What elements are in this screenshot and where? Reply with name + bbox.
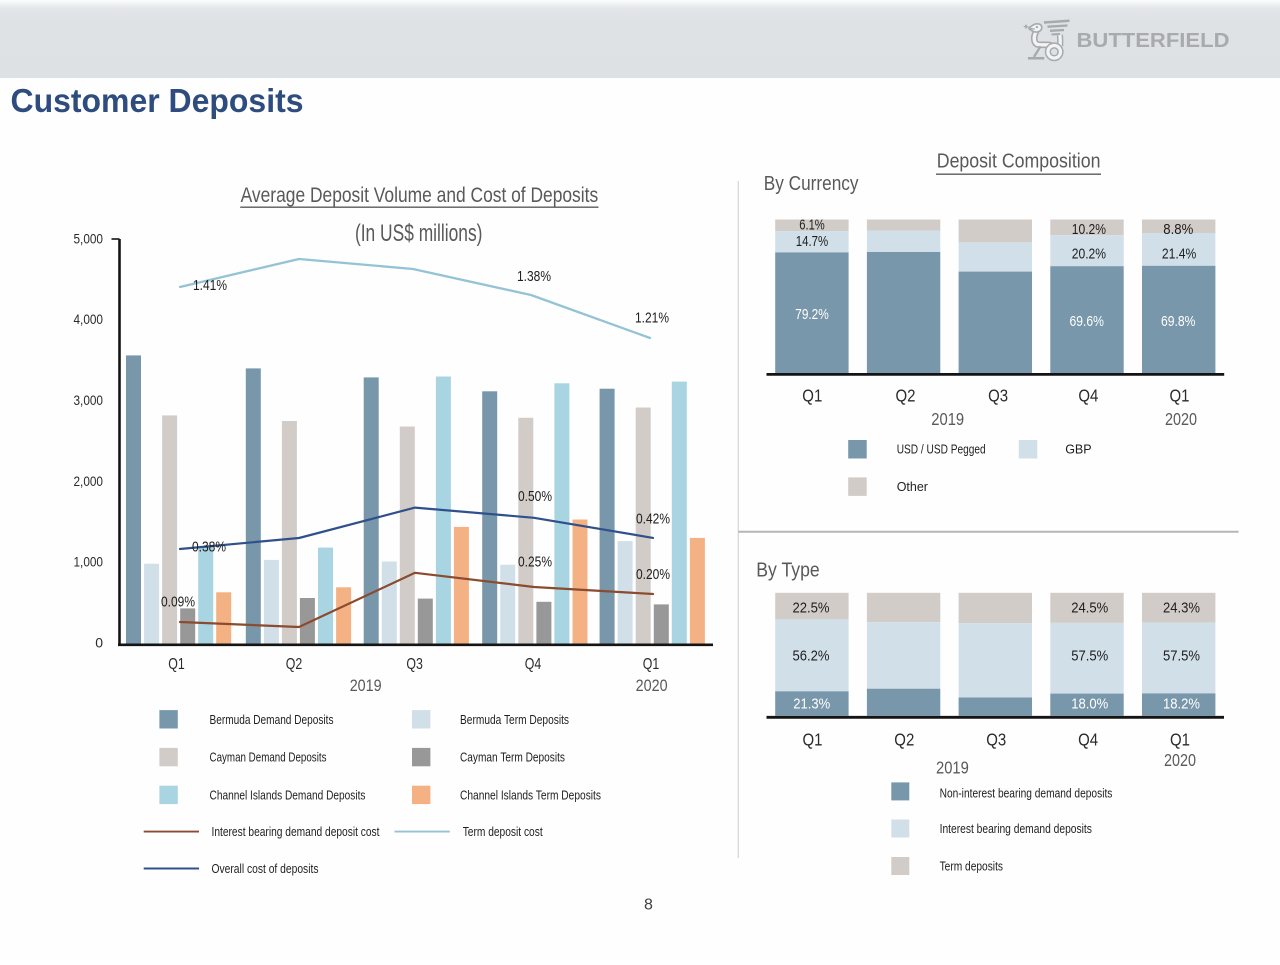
svg-text:Non-interest bearing demand de: Non-interest bearing demand deposits <box>940 787 1113 801</box>
svg-text:2020: 2020 <box>1165 409 1197 429</box>
svg-text:Interest bearing demand deposi: Interest bearing demand deposits <box>940 822 1092 836</box>
svg-text:1.41%: 1.41% <box>193 277 227 294</box>
svg-text:USD / USD Pegged: USD / USD Pegged <box>897 443 986 457</box>
svg-text:Q1: Q1 <box>803 729 823 749</box>
svg-text:57.5%: 57.5% <box>1071 648 1108 665</box>
svg-text:8: 8 <box>644 896 653 913</box>
svg-text:Q3: Q3 <box>406 656 423 673</box>
svg-text:Average Deposit Volume and Cos: Average Deposit Volume and Cost of Depos… <box>241 184 599 207</box>
svg-text:By Type: By Type <box>756 560 819 582</box>
svg-text:22.5%: 22.5% <box>793 599 830 616</box>
svg-text:Q1: Q1 <box>1170 386 1190 406</box>
svg-text:Cayman Demand Deposits: Cayman Demand Deposits <box>210 751 327 765</box>
svg-text:Customer Deposits: Customer Deposits <box>11 82 304 119</box>
svg-text:Q2: Q2 <box>894 729 914 749</box>
svg-text:BUTTERFIELD: BUTTERFIELD <box>1077 29 1230 52</box>
svg-text:0.25%: 0.25% <box>518 554 552 571</box>
svg-text:0.20%: 0.20% <box>636 566 670 583</box>
svg-text:24.5%: 24.5% <box>1071 599 1108 616</box>
svg-text:4,000: 4,000 <box>74 311 104 327</box>
svg-text:1.21%: 1.21% <box>635 310 669 327</box>
svg-text:2020: 2020 <box>636 676 668 695</box>
svg-text:Cayman Term Deposits: Cayman Term Deposits <box>460 751 565 765</box>
svg-text:(In US$ millions): (In US$ millions) <box>355 220 483 247</box>
svg-text:0.42%: 0.42% <box>636 511 670 528</box>
svg-text:0.38%: 0.38% <box>192 539 226 556</box>
svg-text:GBP: GBP <box>1065 443 1091 457</box>
svg-text:21.3%: 21.3% <box>793 695 830 712</box>
svg-text:Other: Other <box>897 480 928 494</box>
svg-text:Q1: Q1 <box>168 656 185 673</box>
svg-text:Term deposit cost: Term deposit cost <box>463 825 543 839</box>
svg-text:By Currency: By Currency <box>764 173 859 195</box>
svg-text:18.0%: 18.0% <box>1071 695 1108 712</box>
svg-text:Q1: Q1 <box>802 386 822 406</box>
svg-text:2019: 2019 <box>350 676 382 695</box>
svg-text:6.1%: 6.1% <box>799 217 825 234</box>
svg-text:Overall cost of deposits: Overall cost of deposits <box>212 862 319 876</box>
svg-text:Channel Islands Term Deposits: Channel Islands Term Deposits <box>460 788 601 802</box>
svg-text:1,000: 1,000 <box>74 554 104 570</box>
svg-text:20.2%: 20.2% <box>1072 246 1106 263</box>
svg-text:Bermuda Term Deposits: Bermuda Term Deposits <box>460 713 569 727</box>
svg-text:18.2%: 18.2% <box>1163 695 1200 712</box>
svg-text:2019: 2019 <box>931 409 964 429</box>
svg-text:5,000: 5,000 <box>74 230 104 246</box>
svg-text:79.2%: 79.2% <box>795 306 829 323</box>
svg-text:0.09%: 0.09% <box>161 594 195 611</box>
svg-text:2020: 2020 <box>1164 750 1196 770</box>
svg-text:3,000: 3,000 <box>74 392 104 408</box>
svg-text:56.2%: 56.2% <box>793 648 830 665</box>
svg-text:Q4: Q4 <box>1078 386 1098 406</box>
svg-text:1.38%: 1.38% <box>517 268 551 285</box>
svg-text:0.50%: 0.50% <box>518 488 552 505</box>
svg-text:8.8%: 8.8% <box>1163 221 1193 238</box>
svg-text:0: 0 <box>95 634 103 650</box>
svg-text:24.3%: 24.3% <box>1163 599 1200 616</box>
svg-text:Q4: Q4 <box>525 656 542 673</box>
svg-text:Deposit Composition: Deposit Composition <box>937 151 1101 173</box>
svg-text:Q1: Q1 <box>1170 729 1190 749</box>
svg-text:Q3: Q3 <box>986 729 1006 749</box>
svg-text:57.5%: 57.5% <box>1163 648 1200 665</box>
svg-text:Q2: Q2 <box>286 656 303 673</box>
svg-text:2,000: 2,000 <box>74 473 104 489</box>
svg-text:Q3: Q3 <box>988 386 1008 406</box>
svg-text:Term deposits: Term deposits <box>940 860 1003 874</box>
svg-text:2019: 2019 <box>936 758 969 778</box>
svg-text:69.8%: 69.8% <box>1161 313 1195 330</box>
svg-text:Q1: Q1 <box>643 656 660 673</box>
svg-text:Bermuda Demand Deposits: Bermuda Demand Deposits <box>210 713 334 727</box>
svg-text:Q2: Q2 <box>896 386 916 406</box>
svg-text:10.2%: 10.2% <box>1072 221 1106 238</box>
svg-text:14.7%: 14.7% <box>796 233 829 250</box>
svg-text:21.4%: 21.4% <box>1162 246 1196 263</box>
svg-text:Interest bearing demand deposi: Interest bearing demand deposit cost <box>212 825 380 839</box>
svg-text:Channel Islands Demand Deposit: Channel Islands Demand Deposits <box>210 788 366 802</box>
svg-text:Q4: Q4 <box>1078 729 1098 749</box>
svg-text:69.6%: 69.6% <box>1070 313 1104 330</box>
